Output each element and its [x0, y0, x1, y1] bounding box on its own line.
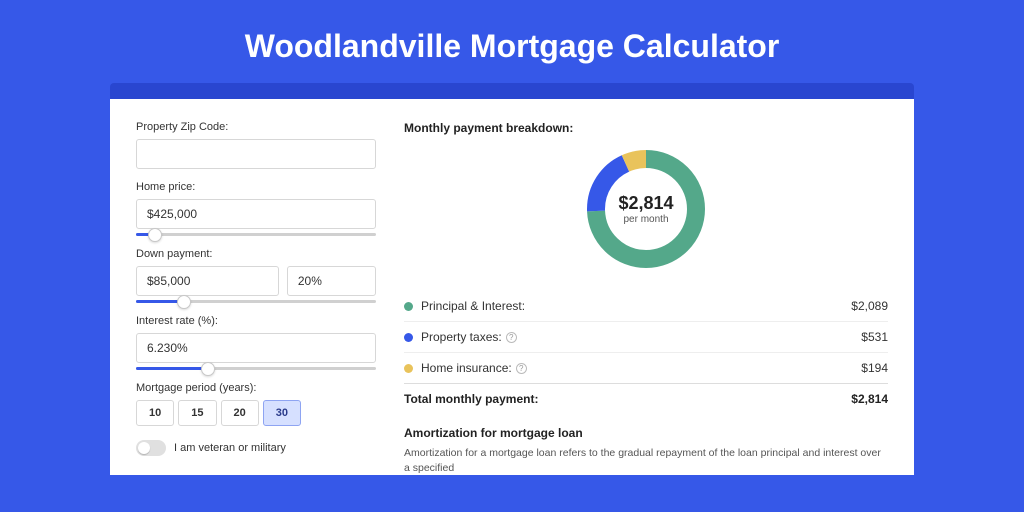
- down-payment-input[interactable]: [136, 266, 279, 296]
- legend-dot: [404, 302, 413, 311]
- home-price-slider[interactable]: [136, 233, 376, 236]
- donut-chart-wrap: $2,814 per month: [404, 145, 888, 273]
- card-band: Property Zip Code: Home price: Down paym…: [110, 83, 914, 475]
- down-payment-field-group: Down payment:: [136, 248, 376, 303]
- period-field-group: Mortgage period (years): 10152030: [136, 382, 376, 426]
- breakdown-item: Property taxes: ? $531: [404, 322, 888, 353]
- breakdown-column: Monthly payment breakdown: $2,814 per mo…: [404, 121, 888, 475]
- interest-slider[interactable]: [136, 367, 376, 370]
- calculator-card: Property Zip Code: Home price: Down paym…: [110, 99, 914, 475]
- zip-field-group: Property Zip Code:: [136, 121, 376, 169]
- veteran-toggle-row: I am veteran or military: [136, 440, 376, 456]
- period-label: Mortgage period (years):: [136, 382, 376, 394]
- interest-input[interactable]: [136, 333, 376, 363]
- breakdown-item-label: Principal & Interest:: [421, 299, 525, 313]
- home-price-label: Home price:: [136, 181, 376, 193]
- legend-dot: [404, 333, 413, 342]
- total-row: Total monthly payment: $2,814: [404, 384, 888, 420]
- period-option-30[interactable]: 30: [263, 400, 301, 426]
- down-payment-pct-input[interactable]: [287, 266, 376, 296]
- breakdown-item-value: $194: [861, 361, 888, 375]
- slider-thumb[interactable]: [177, 295, 191, 309]
- breakdown-item-value: $531: [861, 330, 888, 344]
- total-label: Total monthly payment:: [404, 392, 538, 406]
- total-value: $2,814: [851, 392, 888, 406]
- interest-label: Interest rate (%):: [136, 315, 376, 327]
- slider-thumb[interactable]: [148, 228, 162, 242]
- donut-sub: per month: [623, 214, 668, 225]
- donut-center: $2,814 per month: [582, 145, 710, 273]
- page-title: Woodlandville Mortgage Calculator: [0, 0, 1024, 83]
- slider-fill: [136, 367, 208, 370]
- slider-thumb[interactable]: [201, 362, 215, 376]
- info-icon[interactable]: ?: [506, 332, 517, 343]
- down-payment-slider[interactable]: [136, 300, 376, 303]
- breakdown-item: Principal & Interest: $2,089: [404, 291, 888, 322]
- home-price-input[interactable]: [136, 199, 376, 229]
- veteran-toggle[interactable]: [136, 440, 166, 456]
- zip-label: Property Zip Code:: [136, 121, 376, 133]
- period-option-20[interactable]: 20: [221, 400, 259, 426]
- period-option-15[interactable]: 15: [178, 400, 216, 426]
- interest-field-group: Interest rate (%):: [136, 315, 376, 370]
- legend-dot: [404, 364, 413, 373]
- amortization-title: Amortization for mortgage loan: [404, 426, 888, 440]
- down-payment-label: Down payment:: [136, 248, 376, 260]
- breakdown-title: Monthly payment breakdown:: [404, 121, 888, 135]
- info-icon[interactable]: ?: [516, 363, 527, 374]
- donut-chart: $2,814 per month: [582, 145, 710, 273]
- breakdown-item-value: $2,089: [851, 299, 888, 313]
- breakdown-item-label: Property taxes: ?: [421, 330, 517, 344]
- breakdown-item: Home insurance: ? $194: [404, 353, 888, 384]
- breakdown-item-label: Home insurance: ?: [421, 361, 527, 375]
- donut-amount: $2,814: [618, 193, 673, 214]
- toggle-knob: [138, 442, 150, 454]
- breakdown-items: Principal & Interest: $2,089 Property taxe…: [404, 291, 888, 384]
- period-option-10[interactable]: 10: [136, 400, 174, 426]
- home-price-field-group: Home price:: [136, 181, 376, 236]
- period-options: 10152030: [136, 400, 376, 426]
- zip-input[interactable]: [136, 139, 376, 169]
- veteran-label: I am veteran or military: [174, 442, 286, 454]
- amortization-text: Amortization for a mortgage loan refers …: [404, 446, 888, 475]
- form-column: Property Zip Code: Home price: Down paym…: [136, 121, 376, 475]
